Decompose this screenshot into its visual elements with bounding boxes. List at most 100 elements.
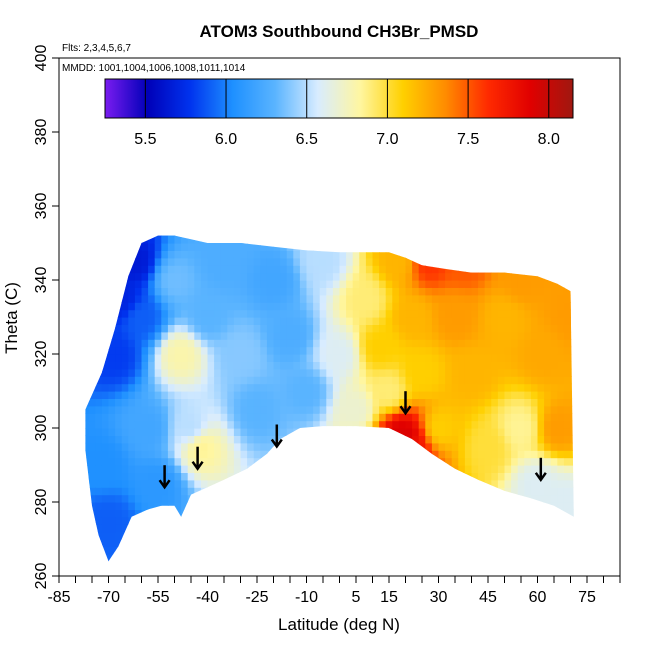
- heatmap-cell: [491, 265, 499, 274]
- heatmap-cell: [464, 479, 473, 488]
- heatmap-cell: [121, 368, 129, 377]
- heatmap-cell: [187, 250, 195, 259]
- heatmap-cell: [530, 317, 539, 325]
- heatmap-cell: [207, 450, 215, 459]
- heatmap-cell: [101, 324, 110, 333]
- heatmap-cell: [412, 524, 420, 533]
- heatmap-cell: [220, 531, 228, 540]
- heatmap-cell: [115, 524, 123, 533]
- heatmap-cell: [161, 376, 169, 385]
- heatmap-cell: [101, 539, 110, 547]
- heatmap-cell: [431, 465, 440, 473]
- heatmap-cell: [273, 487, 281, 496]
- heatmap-cell: [365, 428, 374, 436]
- heatmap-cell: [76, 398, 83, 406]
- heatmap-cell: [398, 383, 407, 392]
- heatmap-cell: [392, 420, 400, 429]
- heatmap-cell: [141, 272, 149, 281]
- heatmap-cell: [352, 272, 360, 281]
- heatmap-cell: [451, 331, 459, 340]
- heatmap-cell: [339, 479, 347, 488]
- heatmap-cell: [167, 479, 176, 488]
- heatmap-cell: [563, 280, 572, 288]
- heatmap-cell: [352, 257, 360, 266]
- heatmap-cell: [392, 309, 400, 318]
- heatmap-cell: [141, 494, 149, 503]
- heatmap-cell: [464, 317, 473, 325]
- heatmap-cell: [273, 450, 281, 459]
- heatmap-cell: [577, 376, 584, 384]
- heatmap-cell: [148, 317, 156, 325]
- heatmap-cell: [293, 309, 301, 318]
- heatmap-cell: [418, 553, 426, 562]
- heatmap-cell: [491, 294, 499, 303]
- heatmap-cell: [544, 569, 551, 577]
- heatmap-cell: [267, 569, 274, 577]
- heatmap-cell: [293, 324, 301, 333]
- heatmap-cell: [85, 235, 90, 237]
- heatmap-cell: [359, 265, 367, 274]
- heatmap-cell: [200, 398, 209, 407]
- heatmap-cell: [161, 309, 169, 318]
- heatmap-cell: [194, 250, 202, 259]
- heatmap-cell: [167, 494, 176, 503]
- colorbar-tick-label: 7.0: [376, 131, 398, 148]
- heatmap-cell: [168, 221, 175, 229]
- heatmap-cell: [478, 428, 486, 436]
- heatmap-cell: [141, 287, 149, 296]
- heatmap-cell: [537, 553, 545, 562]
- heatmap-cell: [517, 391, 525, 399]
- heatmap-cell: [194, 509, 202, 518]
- heatmap-cell: [306, 391, 314, 399]
- heatmap-cell: [352, 294, 360, 303]
- heatmap-cell: [563, 546, 572, 555]
- heatmap-cell: [445, 235, 453, 244]
- heatmap-cell: [365, 546, 374, 555]
- heatmap-cell: [128, 516, 136, 525]
- heatmap-cell: [392, 457, 400, 466]
- heatmap-cell: [431, 376, 440, 385]
- heatmap-cell: [108, 317, 116, 325]
- heatmap-cell: [563, 479, 572, 488]
- heatmap-cell: [563, 553, 572, 562]
- heatmap-cell: [115, 309, 123, 318]
- heatmap-cell: [431, 235, 440, 237]
- heatmap-cell: [286, 435, 294, 444]
- heatmap-cell: [108, 331, 116, 340]
- heatmap-cell: [563, 472, 572, 481]
- heatmap-cell: [398, 472, 407, 481]
- heatmap-cell: [266, 361, 275, 370]
- heatmap-cell: [571, 569, 578, 577]
- heatmap-cell: [319, 553, 327, 562]
- heatmap-cell: [167, 265, 176, 274]
- heatmap-cell: [438, 250, 446, 259]
- heatmap-cell: [128, 235, 136, 244]
- heatmap-cell: [299, 346, 308, 355]
- heatmap-cell: [398, 235, 407, 237]
- heatmap-cell: [306, 398, 314, 407]
- heatmap-cell: [398, 442, 407, 451]
- heatmap-cell: [220, 398, 228, 407]
- heatmap-cell: [339, 376, 347, 385]
- heatmap-cell: [372, 494, 380, 503]
- heatmap-cell: [76, 554, 83, 562]
- heatmap-cell: [313, 569, 320, 577]
- heatmap-cell: [115, 487, 123, 496]
- heatmap-cell: [392, 257, 400, 266]
- heatmap-cell: [451, 509, 459, 518]
- heatmap-cell: [194, 524, 202, 533]
- heatmap-cell: [458, 420, 466, 429]
- heatmap-cell: [141, 442, 149, 451]
- heatmap-cell: [227, 502, 235, 510]
- heatmap-cell: [352, 383, 360, 392]
- heatmap-cell: [379, 354, 387, 362]
- heatmap-cell: [365, 368, 374, 377]
- heatmap-cell: [108, 428, 116, 436]
- heatmap-cell: [293, 398, 301, 407]
- heatmap-cell: [247, 272, 255, 281]
- heatmap-cell: [504, 272, 512, 281]
- heatmap-cell: [451, 354, 459, 362]
- heatmap-cell: [187, 442, 195, 451]
- heatmap-cell: [241, 221, 248, 229]
- heatmap-cell: [372, 457, 380, 466]
